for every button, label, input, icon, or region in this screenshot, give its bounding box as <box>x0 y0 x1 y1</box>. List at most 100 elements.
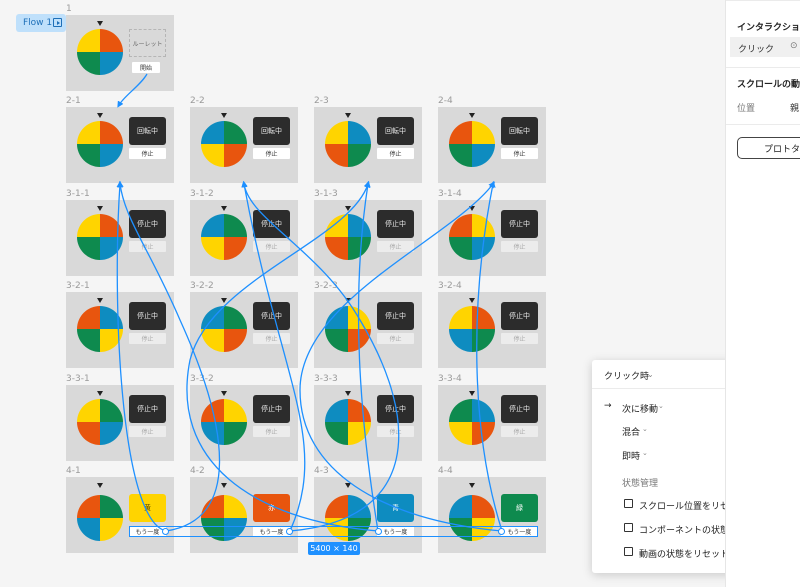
frame-label[interactable]: 3-3-1 <box>66 374 90 384</box>
stop-button[interactable]: 停止 <box>129 148 166 159</box>
frame[interactable]: 停止中 停止 <box>190 292 298 368</box>
stop-button[interactable]: 停止 <box>253 333 290 344</box>
add-icon[interactable]: + <box>724 366 725 381</box>
option-reset-component: コンポーネントの状態をリセット <box>639 526 725 536</box>
canvas[interactable]: Flow 1 1 ルーレット 開始 2-1 回転中 停止 2-2 回転中 停止 2-3 回転中 停止 2… <box>0 0 725 587</box>
pointer-icon <box>469 113 475 118</box>
pointer-icon <box>97 206 103 211</box>
animation-dropdown[interactable]: 混合 <box>622 428 641 438</box>
frame-label[interactable]: 3-3-4 <box>438 374 462 384</box>
frame[interactable]: 停止中 停止 <box>190 200 298 276</box>
chevron-down-icon[interactable]: ⌄ <box>647 370 654 379</box>
frame[interactable]: 回転中 停止 <box>438 107 546 183</box>
frame[interactable]: 回転中 停止 <box>314 107 422 183</box>
frame[interactable]: 回転中 停止 <box>190 107 298 183</box>
retry-button[interactable]: もう一度 <box>501 526 538 537</box>
connection-handle[interactable] <box>375 528 382 535</box>
frame[interactable]: 停止中 停止 <box>190 385 298 461</box>
result-badge: 黄 <box>129 494 166 522</box>
stop-button[interactable]: 停止 <box>253 241 290 252</box>
frame[interactable]: 停止中 停止 <box>66 292 174 368</box>
frame-label[interactable]: 4-1 <box>66 466 81 476</box>
frame[interactable]: 停止中 停止 <box>438 200 546 276</box>
chevron-down-icon[interactable]: ⌄ <box>642 425 648 433</box>
connection-handle[interactable] <box>498 528 505 535</box>
frame-label[interactable]: 2-4 <box>438 96 453 106</box>
frame-label[interactable]: 3-2-2 <box>190 281 214 291</box>
frame-label[interactable]: 4-2 <box>190 466 205 476</box>
roulette-wheel <box>77 306 123 352</box>
flow-start-tag[interactable]: Flow 1 <box>16 14 66 32</box>
connection-handle[interactable] <box>162 528 169 535</box>
stop-button[interactable]: 停止 <box>377 148 414 159</box>
chevron-down-icon[interactable]: ⌄ <box>642 449 648 457</box>
frame[interactable]: 停止中 停止 <box>438 292 546 368</box>
roulette-placeholder: ルーレット <box>129 29 166 57</box>
frame-label[interactable]: 2-2 <box>190 96 205 106</box>
frame-label[interactable]: 1 <box>66 4 72 14</box>
pointer-icon <box>345 113 351 118</box>
status-panel: 停止中 <box>377 210 414 238</box>
interaction-row[interactable]: クリック ⊙ <box>730 37 800 57</box>
position-value[interactable]: 親 <box>790 104 800 114</box>
frame-label[interactable]: 4-4 <box>438 466 453 476</box>
frame[interactable]: 黄もう一度 <box>66 477 174 553</box>
trigger-dropdown[interactable]: クリック時 <box>604 372 650 382</box>
frame[interactable]: 緑もう一度 <box>438 477 546 553</box>
stop-button[interactable]: 停止 <box>253 148 290 159</box>
roulette-wheel <box>77 495 123 541</box>
checkbox-reset-component[interactable] <box>624 523 633 532</box>
stop-button[interactable]: 停止 <box>501 148 538 159</box>
stop-button[interactable]: 停止 <box>377 333 414 344</box>
stop-button[interactable]: 停止 <box>129 426 166 437</box>
frame-label[interactable]: 4-3 <box>314 466 329 476</box>
stop-button[interactable]: 停止 <box>377 241 414 252</box>
connection-handle[interactable] <box>286 528 293 535</box>
frame[interactable]: 赤もう一度 <box>190 477 298 553</box>
frame[interactable]: ルーレット 開始 <box>66 15 174 91</box>
frame-label[interactable]: 3-3-3 <box>314 374 338 384</box>
frame-label[interactable]: 2-1 <box>66 96 81 106</box>
frame-label[interactable]: 3-2-3 <box>314 281 338 291</box>
checkbox-reset-video[interactable] <box>624 547 633 556</box>
action-dropdown[interactable]: 次に移動 <box>622 405 659 415</box>
frame-label[interactable]: 3-1-4 <box>438 189 462 199</box>
stop-button[interactable]: 停止 <box>501 426 538 437</box>
pointer-icon <box>97 483 103 488</box>
status-panel: 停止中 <box>129 302 166 330</box>
stop-button[interactable]: 停止 <box>501 241 538 252</box>
click-trigger-label: クリック <box>738 45 775 55</box>
start-button[interactable]: 開始 <box>132 62 160 73</box>
chevron-down-icon[interactable]: ⌄ <box>658 402 664 410</box>
stop-button[interactable]: 停止 <box>129 241 166 252</box>
frame-label[interactable]: 3-1-1 <box>66 189 90 199</box>
frame-label[interactable]: 2-3 <box>314 96 329 106</box>
frame-label[interactable]: 3-2-1 <box>66 281 90 291</box>
frame-label[interactable]: 3-1-3 <box>314 189 338 199</box>
frame[interactable]: 停止中 停止 <box>314 200 422 276</box>
stop-button[interactable]: 停止 <box>253 426 290 437</box>
frame[interactable]: 停止中 停止 <box>314 292 422 368</box>
frame[interactable]: 停止中 停止 <box>66 200 174 276</box>
timing-dropdown[interactable]: 即時 <box>622 452 641 462</box>
interaction-popover: クリック時 ⌄ + ✕ → 次に移動 ⌄ 混合 ⌄ 即時 ⌄ 状態管理 i スク… <box>592 360 725 573</box>
selection-box[interactable] <box>129 526 538 537</box>
stop-button[interactable]: 停止 <box>129 333 166 344</box>
pointer-icon <box>345 206 351 211</box>
stop-button[interactable]: 停止 <box>377 426 414 437</box>
frame-label[interactable]: 3-3-2 <box>190 374 214 384</box>
checkbox-reset-scroll[interactable] <box>624 499 633 508</box>
frame[interactable]: 回転中 停止 <box>66 107 174 183</box>
interactions-title: インタラクション <box>737 23 800 33</box>
frame[interactable]: 停止中 停止 <box>66 385 174 461</box>
play-flow-icon[interactable] <box>53 18 62 27</box>
frame-label[interactable]: 3-1-2 <box>190 189 214 199</box>
pointer-icon <box>221 391 227 396</box>
panel-divider <box>726 0 800 1</box>
stop-button[interactable]: 停止 <box>501 333 538 344</box>
frame-label[interactable]: 3-2-4 <box>438 281 462 291</box>
prototype-button[interactable]: プロトタイ <box>737 137 800 159</box>
frame[interactable]: 停止中 停止 <box>314 385 422 461</box>
frame[interactable]: 停止中 停止 <box>438 385 546 461</box>
status-panel: 停止中 <box>501 395 538 423</box>
